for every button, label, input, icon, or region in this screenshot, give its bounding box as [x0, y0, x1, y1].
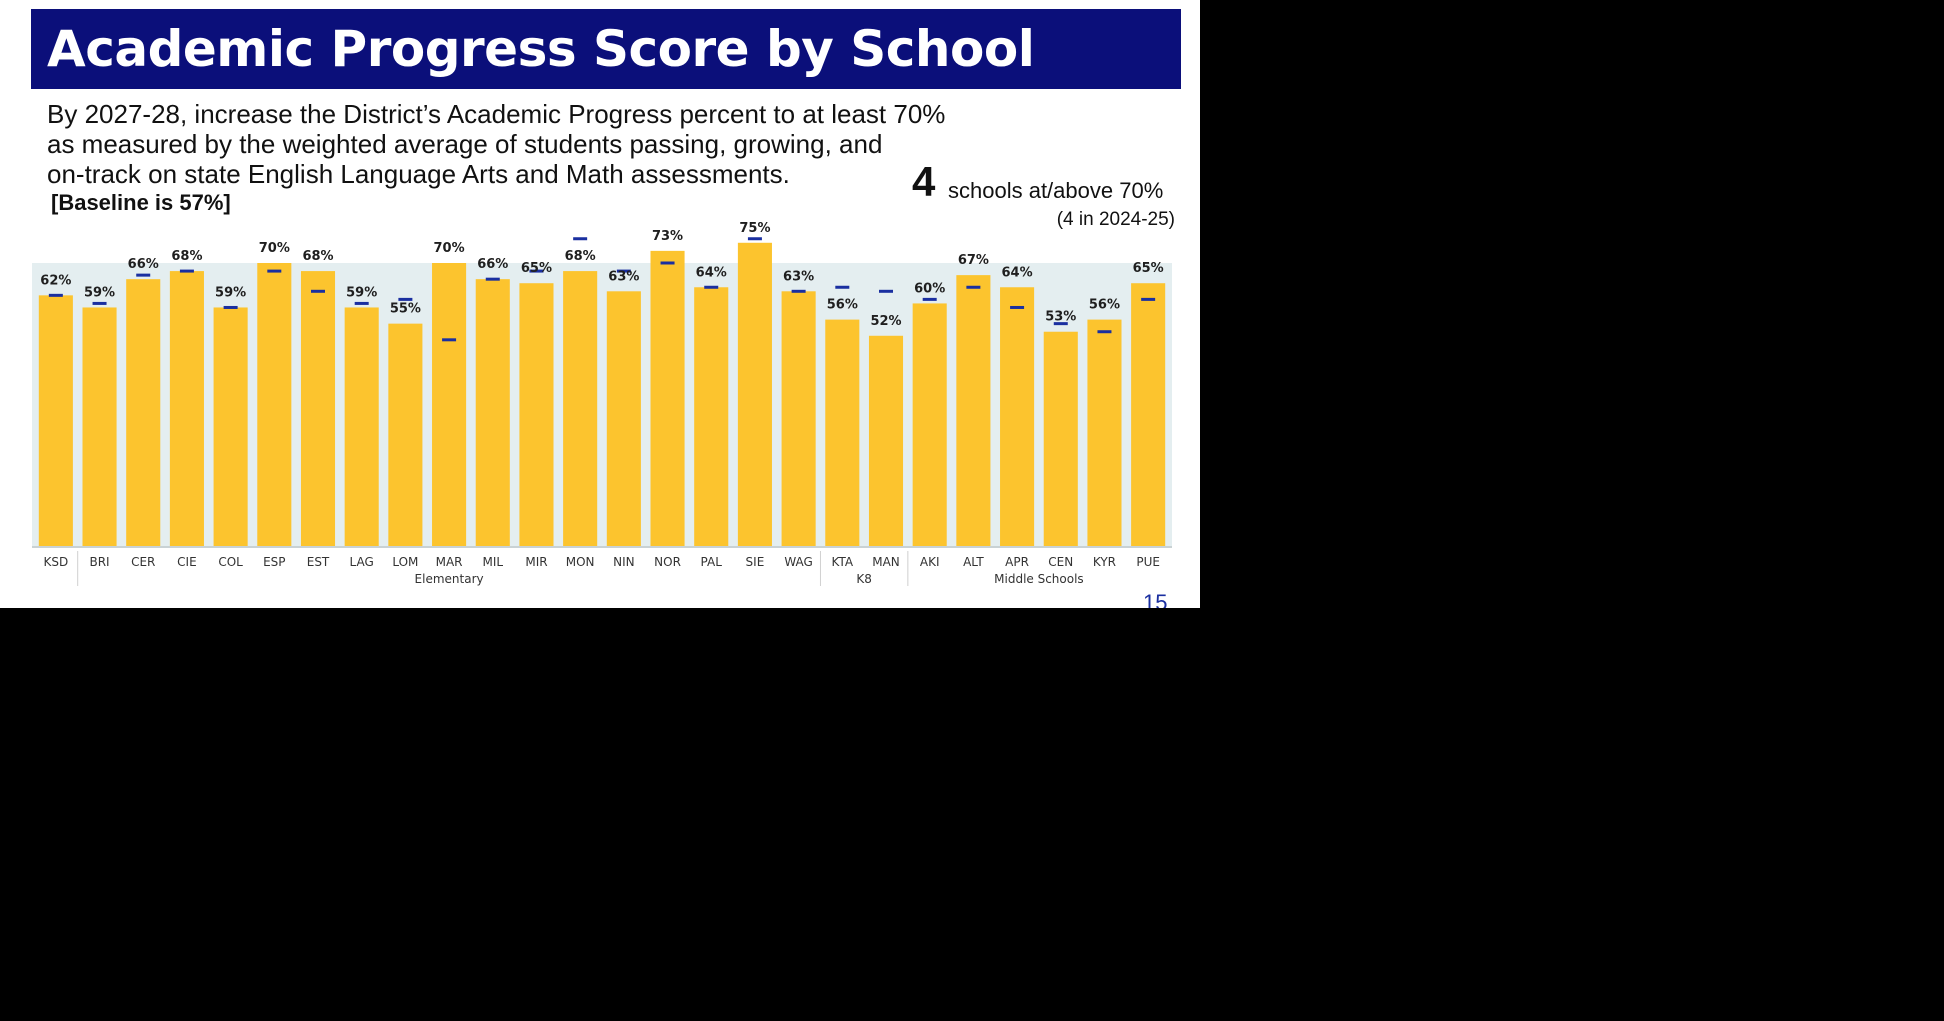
goal-line: on-track on state English Language Arts …	[47, 159, 790, 189]
value-label: 56%	[1089, 298, 1120, 313]
x-tick-label: MIR	[525, 555, 547, 569]
value-label: 56%	[827, 298, 858, 313]
x-tick-label: LOM	[392, 555, 418, 569]
bar-man	[868, 335, 904, 546]
x-tick-label: PAL	[701, 555, 723, 569]
baseline-note: [Baseline is 57%]	[51, 190, 231, 215]
x-tick-label: EST	[307, 555, 330, 569]
value-label: 68%	[171, 249, 202, 264]
callout-count: 4	[912, 158, 936, 205]
value-label: 64%	[1002, 265, 1033, 280]
x-tick-label: MAN	[872, 555, 900, 569]
bar-mon	[563, 271, 598, 546]
bar-pue	[1131, 283, 1166, 546]
value-label: 59%	[84, 285, 115, 300]
bar-kyr	[1087, 319, 1122, 546]
slide-title: Academic Progress Score by School	[47, 20, 1035, 78]
x-tick-label: ALT	[963, 555, 984, 569]
value-label: 67%	[958, 253, 989, 268]
value-label: 70%	[259, 241, 290, 256]
callout-prior-year: (4 in 2024-25)	[1056, 209, 1175, 230]
group-labels: Elementary K8 Middle Schools	[77, 551, 1084, 586]
x-tick-label: CEN	[1048, 555, 1073, 569]
bar-est	[300, 271, 336, 546]
slide: Academic Progress Score by School By 202…	[0, 0, 1200, 608]
callout-label: schools at/above 70%	[948, 178, 1164, 203]
bar-col	[213, 307, 248, 546]
bars	[38, 242, 1166, 547]
bar-nin	[606, 291, 641, 546]
x-tick-label: KYR	[1093, 555, 1116, 569]
bar-esp	[257, 263, 292, 546]
x-tick-label: MIL	[482, 555, 503, 569]
bar-lom	[388, 323, 423, 546]
x-tick-label: NIN	[613, 555, 635, 569]
bar-mir	[519, 283, 554, 546]
value-label: 55%	[390, 302, 421, 317]
x-tick-label: BRI	[89, 555, 109, 569]
value-label: 73%	[652, 229, 683, 244]
value-label: 59%	[215, 285, 246, 300]
bar-chart: 62% 59% 66% 68% 59% 70% 68% 59% 55% 70% 66% 65% 68% 6…	[32, 221, 1172, 586]
value-label: 70%	[434, 241, 465, 256]
x-tick-label: CER	[131, 555, 155, 569]
bar-nor	[650, 250, 685, 546]
value-label: 62%	[40, 273, 71, 288]
goal-line: as measured by the weighted average of s…	[47, 129, 883, 159]
value-label: 68%	[302, 249, 333, 264]
bar-mar	[432, 263, 467, 546]
bar-cie	[169, 271, 204, 546]
goal-statement: By 2027-28, increase the District’s Acad…	[47, 99, 987, 189]
goal-line: By 2027-28, increase the District’s Acad…	[47, 99, 946, 129]
value-label: 60%	[914, 281, 945, 296]
bar-sie	[737, 242, 772, 547]
value-label: 75%	[739, 221, 770, 236]
value-label: 68%	[565, 249, 596, 264]
x-tick-label: MON	[566, 555, 595, 569]
x-tick-label: AKI	[920, 555, 940, 569]
value-label: 63%	[783, 269, 814, 284]
x-tick-label: KTA	[832, 555, 854, 569]
value-label: 53%	[1045, 310, 1076, 325]
x-tick-label: ESP	[263, 555, 285, 569]
prior-year-markers	[48, 237, 1156, 342]
value-label: 66%	[477, 257, 508, 272]
bar-mil	[475, 279, 510, 546]
value-label: 65%	[1133, 261, 1164, 276]
bar-wag	[781, 291, 816, 546]
bar-lag	[344, 307, 379, 546]
value-label: 66%	[128, 257, 159, 272]
x-tick-label: CIE	[177, 555, 197, 569]
bar-pal	[694, 287, 729, 546]
title-bar: Academic Progress Score by School	[31, 9, 1181, 89]
bar-aki	[912, 303, 947, 546]
bar-cen	[1043, 331, 1078, 546]
x-tick-label: LAG	[350, 555, 374, 569]
bar-kta	[825, 319, 860, 546]
value-label: 63%	[608, 269, 639, 284]
page-number: 15	[1143, 590, 1168, 608]
x-tick-label: NOR	[654, 555, 681, 569]
bar-alt	[956, 275, 991, 546]
value-labels: 62% 59% 66% 68% 59% 70% 68% 59% 55% 70% 66% 65% 68% 6…	[40, 221, 1163, 329]
value-label: 52%	[870, 314, 901, 329]
x-tick-label: SIE	[746, 555, 765, 569]
x-tick-label: APR	[1005, 555, 1029, 569]
x-tick-label: WAG	[784, 555, 813, 569]
x-tick-label: COL	[218, 555, 243, 569]
value-label: 64%	[696, 265, 727, 280]
x-tick-label: KSD	[43, 555, 68, 569]
bar-ksd	[38, 295, 73, 546]
x-tick-label: PUE	[1136, 555, 1160, 569]
value-label: 59%	[346, 285, 377, 300]
bar-bri	[82, 307, 117, 546]
group-label: Middle Schools	[994, 572, 1084, 586]
value-label: 65%	[521, 261, 552, 276]
group-label: Elementary	[415, 572, 484, 586]
x-tick-label: MAR	[436, 555, 463, 569]
group-label: K8	[856, 572, 872, 586]
bar-apr	[1000, 287, 1035, 546]
bar-cer	[126, 279, 161, 546]
x-tick-labels: KSD BRI CER CIE COL ESP EST LAG LOM MAR MIL MIR MON N…	[43, 555, 1159, 569]
